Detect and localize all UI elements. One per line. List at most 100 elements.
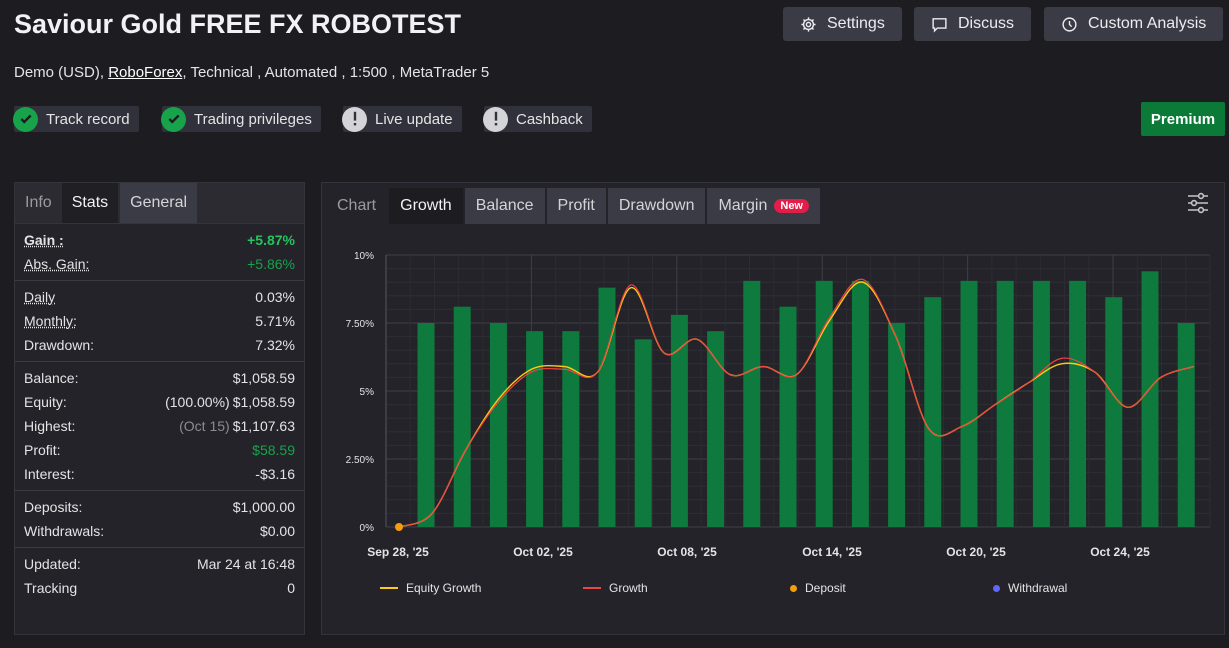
tab-margin[interactable]: Margin New — [707, 188, 820, 224]
legend-deposit[interactable]: Deposit — [790, 581, 846, 595]
stats-panel: Info Stats General Gain : +5.87% Abs. Gai… — [14, 182, 305, 635]
tab-info[interactable]: Info — [25, 194, 52, 211]
daily-label[interactable]: Daily — [24, 289, 56, 305]
account-details: Demo (USD), RoboForex, Technical , Autom… — [14, 64, 489, 81]
legend-growth[interactable]: Growth — [583, 581, 648, 595]
bar — [1069, 280, 1087, 527]
custom-analysis-label: Custom Analysis — [1088, 15, 1207, 32]
legend-equity-growth[interactable]: Equity Growth — [380, 581, 481, 595]
gear-icon — [801, 16, 816, 32]
gain-value: +5.87% — [247, 232, 295, 248]
y-tick-label: 0% — [360, 523, 375, 534]
legend-line-swatch — [380, 587, 398, 589]
equity-label: Equity: — [24, 394, 67, 410]
exclamation-icon — [342, 106, 367, 132]
badge-label: Live update — [375, 110, 453, 128]
monthly-label[interactable]: Monthly: — [24, 313, 77, 329]
tab-drawdown[interactable]: Drawdown — [607, 188, 706, 224]
tab-profit[interactable]: Profit — [546, 188, 606, 224]
bar — [670, 314, 688, 527]
bar — [417, 323, 435, 527]
tracking-value: 0 — [287, 580, 295, 596]
legend-withdrawal[interactable]: Withdrawal — [993, 581, 1067, 595]
withdrawals-value: $0.00 — [259, 523, 295, 539]
abs-gain-label[interactable]: Abs. Gain: — [24, 256, 90, 272]
chart-tabs: Chart Growth Balance Profit Drawdown Mar… — [322, 183, 1224, 224]
x-tick-label: Oct 02, '25 — [513, 545, 573, 559]
badge-trading-privileges[interactable]: Trading privileges — [161, 106, 321, 132]
tab-stats[interactable]: Stats — [61, 183, 119, 223]
equity-percent: (100.00%) — [165, 394, 230, 410]
badge-track-record[interactable]: Track record — [13, 106, 139, 132]
bar — [924, 297, 942, 527]
x-tick-label: Sep 28, '25 — [367, 545, 429, 559]
bar — [562, 331, 580, 527]
updated-label: Updated: — [24, 556, 81, 572]
comment-icon — [932, 17, 947, 33]
badge-label: Track record — [46, 110, 130, 128]
bar — [851, 280, 869, 527]
tracking-group: Updated: Mar 24 at 16:48 Tracking 0 — [15, 548, 304, 604]
x-tick-label: Oct 14, '25 — [802, 545, 862, 559]
legend-label: Equity Growth — [406, 581, 482, 595]
x-tick-label: Oct 20, '25 — [946, 545, 1006, 559]
exclamation-icon — [483, 106, 508, 132]
gain-group: Gain : +5.87% Abs. Gain: +5.86% — [15, 224, 304, 281]
check-icon — [13, 106, 38, 132]
tab-growth[interactable]: Growth — [389, 188, 463, 224]
monthly-value: 5.71% — [255, 313, 295, 329]
daily-value: 0.03% — [255, 289, 295, 305]
deposit-point — [395, 523, 403, 531]
bar — [526, 331, 544, 527]
account-type: Demo (USD), — [14, 64, 105, 81]
x-tick-label: Oct 24, '25 — [1090, 545, 1150, 559]
badge-live-update[interactable]: Live update — [342, 106, 462, 132]
bar — [489, 323, 507, 527]
y-tick-label: 2.50% — [346, 455, 374, 466]
deposits-label: Deposits: — [24, 499, 83, 515]
tab-general[interactable]: General — [120, 183, 198, 223]
bar — [779, 306, 797, 527]
custom-analysis-button[interactable]: Custom Analysis — [1044, 7, 1224, 41]
broker-link[interactable]: RoboForex — [108, 64, 183, 81]
growth-chart[interactable]: 0% 2.50% 5% 7.50% 10% Sep 28, '25 Oct 02, '25… — [322, 243, 1226, 623]
y-tick-label: 7.50% — [346, 319, 374, 330]
legend-line-swatch — [583, 587, 601, 589]
deposits-group: Deposits: $1,000.00 Withdrawals: $0.00 — [15, 491, 304, 548]
tab-balance[interactable]: Balance — [464, 188, 545, 224]
badge-label: Cashback — [516, 110, 583, 128]
interest-value: -$3.16 — [255, 466, 295, 482]
drawdown-label: Drawdown: — [24, 337, 95, 353]
profit-value: $58.59 — [252, 442, 295, 458]
clock-icon — [1062, 16, 1077, 32]
performance-group: Daily 0.03% Monthly: 5.71% Drawdown: 7.32% — [15, 281, 304, 362]
interest-label: Interest: — [24, 466, 75, 482]
gain-label[interactable]: Gain : — [24, 232, 64, 248]
check-icon — [161, 106, 186, 132]
page-title: Saviour Gold FREE FX ROBOTEST — [14, 9, 462, 39]
highest-date: (Oct 15) — [179, 418, 230, 434]
y-tick-label: 5% — [360, 387, 375, 398]
x-tick-label: Oct 08, '25 — [657, 545, 717, 559]
discuss-button[interactable]: Discuss — [914, 7, 1032, 41]
bar — [815, 280, 833, 527]
legend-dot-swatch — [993, 584, 1000, 592]
premium-button[interactable]: Premium — [1141, 102, 1225, 136]
settings-button[interactable]: Settings — [783, 7, 902, 41]
bar — [1105, 297, 1123, 527]
legend-label: Deposit — [805, 581, 846, 595]
y-tick-label: 10% — [354, 251, 374, 262]
bar — [707, 331, 725, 527]
legend-label: Growth — [609, 581, 648, 595]
bar — [1177, 323, 1195, 527]
discuss-label: Discuss — [958, 15, 1015, 32]
legend-dot-swatch — [790, 584, 797, 592]
filter-settings-icon[interactable] — [1186, 191, 1210, 215]
badge-cashback[interactable]: Cashback — [483, 106, 592, 132]
balance-value: $1,058.59 — [232, 370, 295, 386]
chart-tabs-label: Chart — [337, 197, 377, 214]
profit-label: Profit: — [24, 442, 61, 458]
drawdown-value: 7.32% — [255, 337, 295, 353]
bar — [453, 306, 471, 527]
bar — [743, 280, 761, 527]
